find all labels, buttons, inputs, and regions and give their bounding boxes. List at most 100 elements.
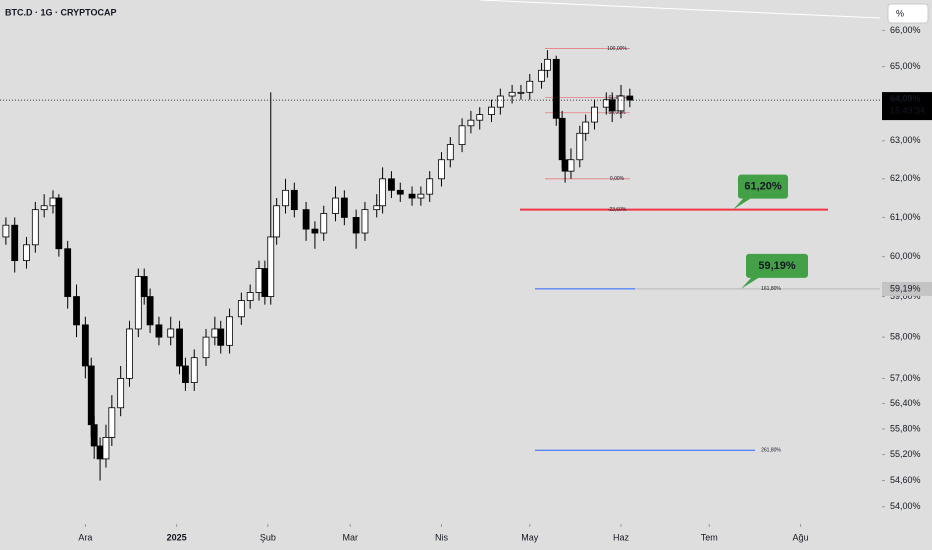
candle-body <box>282 189 289 207</box>
candle-body <box>49 197 57 207</box>
candle-body <box>476 114 484 121</box>
y-tick-label: 57,00% <box>890 373 921 383</box>
x-tick-label: Nis <box>435 532 448 542</box>
candle-body <box>273 205 281 238</box>
fib-level-label: 50,00% <box>609 110 627 116</box>
candle-body <box>217 328 225 346</box>
y-tick-label: 55,80% <box>890 423 921 433</box>
candle-body <box>467 119 475 127</box>
x-tick-label: Şub <box>260 532 276 542</box>
candle-body <box>617 95 625 112</box>
candle-body <box>246 292 254 301</box>
y-tick-label: 56,40% <box>890 398 921 408</box>
x-tick-label: Ara <box>78 532 92 542</box>
candle-body <box>167 328 175 338</box>
candle-body <box>373 205 381 211</box>
candle-body <box>496 95 504 108</box>
callout-box <box>746 253 808 278</box>
candle-body <box>182 365 189 383</box>
candle-body <box>552 58 560 119</box>
candle-body <box>582 121 590 134</box>
candle-body <box>155 324 163 338</box>
y-tick-label: 59,00% <box>890 291 921 301</box>
x-tick-label: Ağu <box>793 532 809 542</box>
fib-level-label: 61,80% <box>609 95 627 101</box>
candle-body <box>526 80 534 93</box>
candle-body <box>102 437 110 460</box>
candle-body <box>517 91 525 94</box>
callout-text: 59,19% <box>758 260 796 272</box>
candle-body <box>211 328 219 338</box>
candle-body <box>538 69 545 82</box>
x-tick-label: Haz <box>613 532 630 542</box>
candle-body <box>2 224 10 238</box>
level-label: -23,60% <box>608 207 627 213</box>
candle-body <box>255 268 263 293</box>
callout-text: 61,20% <box>744 181 782 193</box>
candle-body <box>576 132 584 161</box>
candle-body <box>408 193 416 199</box>
candle-body <box>202 336 210 359</box>
candle-body <box>488 106 495 115</box>
x-tick-label: Mar <box>342 532 358 542</box>
y-tick-label: 62,00% <box>890 173 921 183</box>
candle-body <box>561 159 569 172</box>
candle-body <box>31 209 39 246</box>
chart-title: BTC.D · 1G · CRYPTOCAP <box>5 7 117 17</box>
candle-body <box>73 296 80 326</box>
candle-body <box>146 296 154 326</box>
candle-body <box>438 159 445 180</box>
candle-body <box>626 95 634 101</box>
y-tick-label: 61,00% <box>890 212 921 222</box>
y-tick-label: 65,00% <box>890 61 921 71</box>
candle-body <box>90 424 98 447</box>
candle-body <box>388 178 395 191</box>
trend-line <box>479 0 881 19</box>
y-tick-label: 54,00% <box>890 501 921 511</box>
candle-body <box>261 268 269 297</box>
candle-body <box>96 445 104 460</box>
price-tag <box>882 281 932 296</box>
candle-body <box>226 316 233 346</box>
fib-level-label: 0,00% <box>610 176 625 182</box>
callout-box <box>738 174 788 199</box>
candle-body <box>567 159 575 172</box>
candle-body <box>544 58 551 71</box>
price-tag-label: 59,19% <box>890 283 921 293</box>
candle-body <box>458 125 466 145</box>
candle-body <box>237 300 245 318</box>
candle-body <box>426 178 434 195</box>
candle-body <box>23 244 30 262</box>
scale-button-label[interactable]: % <box>896 8 904 18</box>
candle-body <box>558 117 566 161</box>
candle-body <box>608 99 616 112</box>
y-tick-label: 60,00% <box>890 251 921 261</box>
level-label: 261,80% <box>761 448 781 454</box>
candle-body <box>340 197 348 218</box>
x-tick-label: May <box>521 532 539 542</box>
callout-pointer <box>733 197 752 210</box>
fib-level-label: 100,00% <box>607 46 627 52</box>
last-price-tag <box>882 92 932 121</box>
x-tick-label: 2025 <box>167 532 187 542</box>
candle-body <box>117 378 125 409</box>
candle-body <box>396 189 404 195</box>
y-tick-label: 54,60% <box>890 475 921 485</box>
candle-body <box>134 276 142 330</box>
candle-body <box>352 217 360 234</box>
y-tick-label: 55,20% <box>890 449 921 459</box>
candle-body <box>267 236 275 297</box>
callout-pointer <box>741 276 760 289</box>
candle-body <box>591 106 598 123</box>
last-price-label: 64,09% <box>890 93 921 103</box>
scale-button[interactable] <box>887 3 929 24</box>
candle-body <box>11 224 19 262</box>
candle-body <box>190 357 198 383</box>
candle-body <box>602 99 610 108</box>
candle-body <box>379 178 387 207</box>
candle-body <box>361 209 369 234</box>
candle-body <box>446 144 454 161</box>
level-label: 161,80% <box>761 286 781 292</box>
